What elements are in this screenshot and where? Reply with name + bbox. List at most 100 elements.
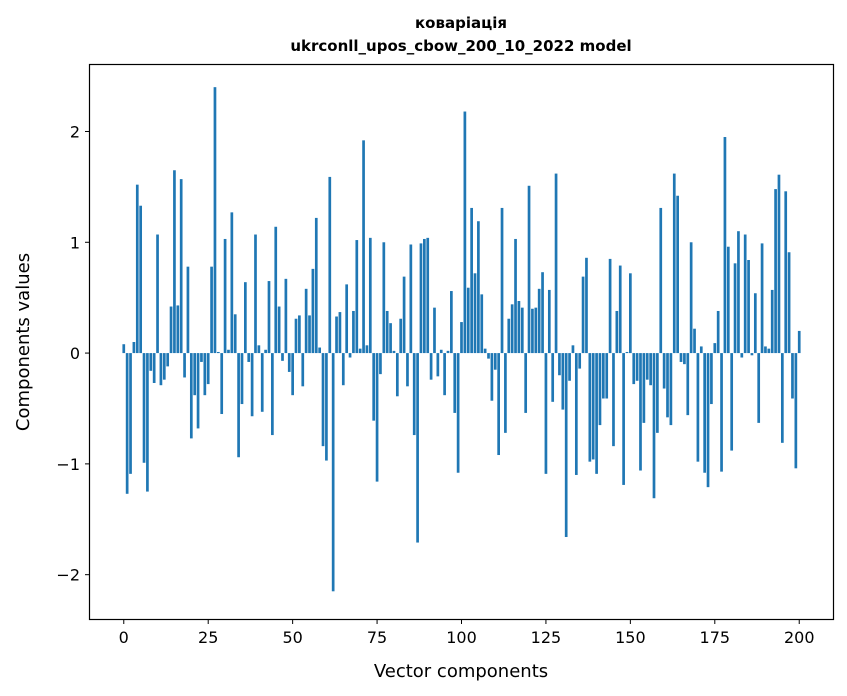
bar	[274, 226, 278, 354]
bar	[335, 316, 338, 354]
bar	[446, 350, 450, 354]
bar	[314, 217, 318, 354]
y-tick-label: −2	[56, 566, 80, 585]
bar	[726, 246, 730, 354]
bar	[257, 345, 261, 354]
bar	[578, 353, 582, 369]
bar	[135, 184, 139, 354]
bar	[541, 272, 544, 354]
bar	[122, 344, 126, 354]
x-tick-label: 100	[446, 628, 477, 647]
bar	[301, 353, 305, 387]
bar	[271, 353, 274, 436]
bar	[294, 318, 298, 354]
bar	[693, 328, 696, 354]
bar	[409, 244, 413, 354]
bar	[162, 353, 166, 380]
bar	[392, 350, 396, 354]
bar	[794, 353, 798, 469]
bar	[767, 348, 771, 354]
bar	[389, 323, 392, 354]
x-axis-ticks: 0 25 50 75 100 125 150 175 200	[119, 619, 815, 647]
bar	[517, 301, 521, 354]
bars-group	[122, 87, 801, 592]
bar	[277, 306, 281, 354]
bar	[321, 353, 325, 447]
bar	[629, 273, 632, 354]
bar	[146, 353, 149, 492]
bar	[260, 353, 264, 412]
bar	[318, 347, 321, 354]
bar	[632, 353, 636, 385]
bar	[443, 353, 446, 396]
bar	[669, 353, 673, 426]
bar	[281, 353, 284, 361]
bar	[787, 252, 791, 354]
bar	[672, 173, 676, 354]
bar	[510, 304, 514, 354]
bar	[375, 353, 379, 482]
bar	[520, 307, 524, 354]
bar	[200, 353, 203, 362]
bar	[757, 353, 761, 423]
y-axis-ticks: −2 −1 0 1 2	[56, 122, 90, 585]
bar	[598, 353, 602, 426]
bar	[426, 237, 430, 354]
bar	[547, 289, 551, 354]
bar	[551, 353, 555, 402]
bar	[267, 281, 271, 354]
bar	[642, 353, 646, 423]
x-tick-label: 50	[282, 628, 302, 647]
bar	[487, 353, 490, 359]
bar	[645, 353, 649, 380]
bar	[460, 322, 463, 354]
bar	[740, 353, 744, 358]
bar	[689, 242, 693, 354]
bar	[730, 353, 734, 451]
bar	[706, 353, 710, 488]
bar	[298, 315, 301, 354]
bar	[186, 266, 190, 354]
bar	[244, 282, 247, 354]
bar	[220, 353, 224, 415]
bar	[490, 353, 494, 401]
bar	[733, 263, 737, 354]
bar	[470, 207, 473, 354]
bar	[500, 207, 504, 354]
y-tick-label: 1	[70, 233, 80, 252]
bar	[284, 278, 288, 354]
bar	[325, 353, 328, 461]
bar	[544, 353, 548, 474]
chart-subtitle: ukrconll_upos_cbow_200_10_2022 model	[290, 37, 631, 55]
y-tick-label: −1	[56, 455, 80, 474]
bar	[531, 308, 534, 354]
bar	[703, 353, 707, 473]
bar	[358, 348, 362, 354]
x-tick-label: 25	[198, 628, 218, 647]
bar	[608, 258, 612, 354]
bar	[152, 353, 156, 383]
bar	[770, 289, 774, 354]
bar	[308, 315, 311, 354]
bar	[436, 353, 440, 377]
y-tick-label: 2	[70, 122, 80, 141]
bar	[662, 353, 666, 389]
x-tick-label: 0	[119, 628, 129, 647]
bar	[585, 257, 588, 354]
bar	[247, 353, 251, 362]
bar	[355, 240, 359, 354]
bar	[716, 310, 720, 354]
bar	[561, 353, 565, 410]
bar	[456, 353, 460, 473]
bar	[189, 353, 193, 439]
bar	[206, 353, 210, 385]
bar	[139, 205, 143, 354]
bar	[341, 353, 345, 386]
bar	[287, 353, 291, 372]
bar	[254, 234, 257, 354]
bar	[574, 353, 578, 475]
bar	[399, 318, 403, 354]
bar	[554, 173, 558, 354]
bar	[483, 348, 487, 354]
bar	[453, 353, 457, 413]
